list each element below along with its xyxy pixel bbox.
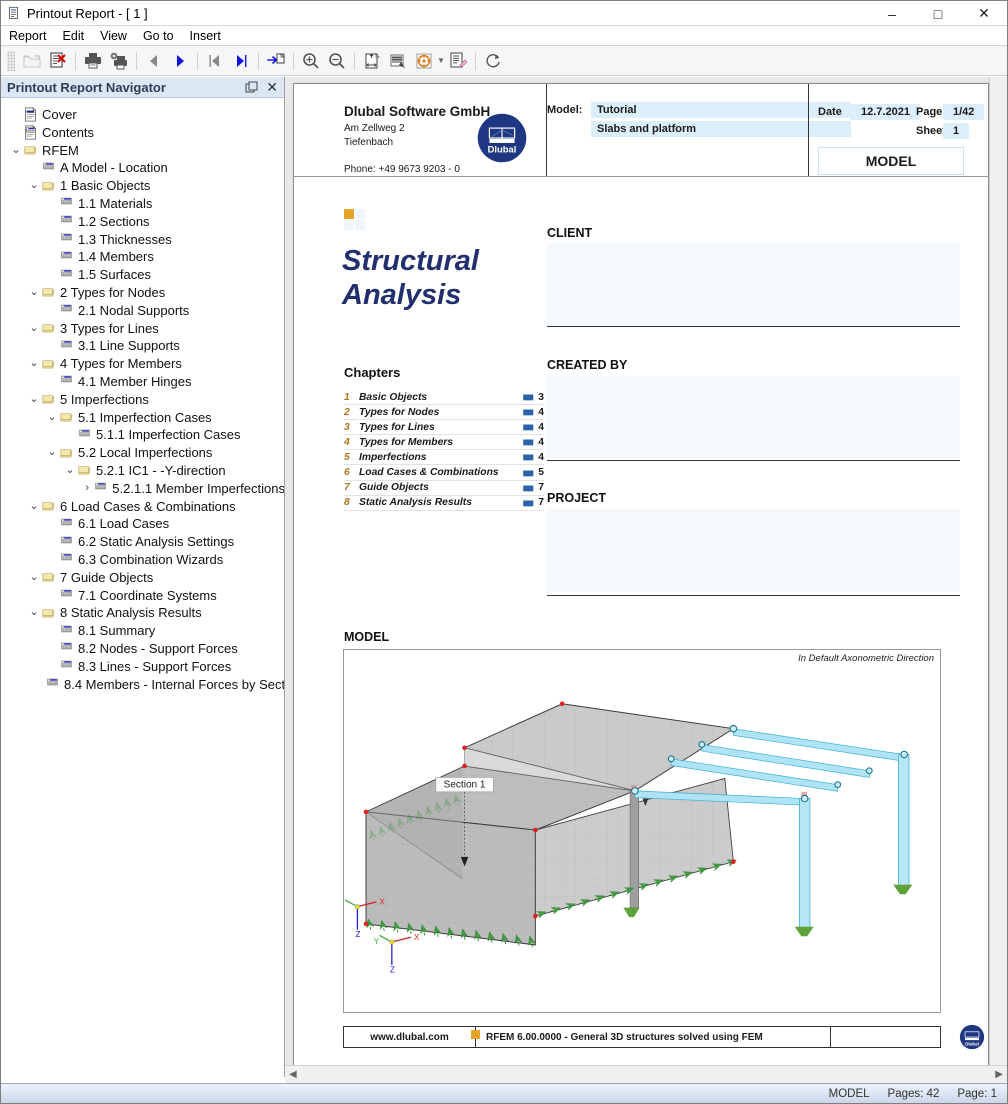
svg-text:X: X	[414, 933, 420, 942]
svg-text:X: X	[379, 898, 385, 907]
svg-text:Z: Z	[355, 930, 360, 939]
svg-text:Section 1: Section 1	[444, 780, 486, 791]
svg-text:Y: Y	[374, 937, 380, 946]
svg-text:Dlubal: Dlubal	[965, 1042, 979, 1047]
svg-text:Z: Z	[390, 966, 395, 975]
svg-text:Dlubal: Dlubal	[488, 144, 517, 155]
